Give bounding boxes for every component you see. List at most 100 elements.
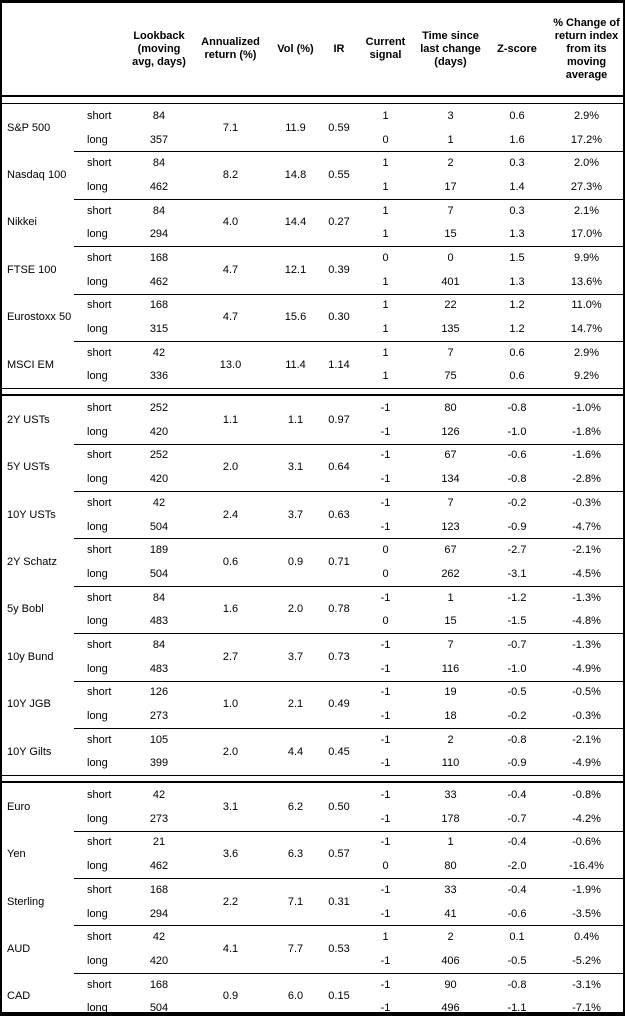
- pct-change-value-long: -4.9%: [572, 757, 601, 770]
- lookback-value-long: 336: [149, 370, 169, 383]
- signal-value-long: -1: [380, 1002, 391, 1015]
- term-label-long: long: [87, 615, 108, 628]
- zscore-value-long: -1.0: [507, 662, 527, 675]
- term-label-long: long: [87, 425, 108, 438]
- term-label-short: short: [87, 157, 112, 170]
- zscore-value-short: -0.4: [507, 883, 527, 896]
- col-header-ann-return: Annualized return (%): [201, 36, 260, 61]
- zscore-value-long: -0.5: [507, 954, 527, 967]
- ir-value: 0.73: [328, 650, 350, 663]
- signal-value-short: -1: [380, 686, 391, 699]
- signal-value-long: 1: [382, 180, 389, 193]
- pct-change-value-long: -3.5%: [572, 907, 601, 920]
- lookback-value-short: 168: [149, 978, 169, 991]
- lookback-value-short: 84: [152, 204, 166, 217]
- asset-group: FTSE 100 short long 168 462 4.7 12.1 0.3…: [2, 246, 623, 293]
- zscore-value-short: 1.5: [509, 251, 525, 264]
- vol-value: 1.1: [287, 413, 304, 426]
- annualized-return-value: 4.7: [222, 311, 239, 324]
- asset-group: S&P 500 short long 84 357 7.1 11.9 0.59 …: [2, 104, 623, 151]
- time-since-value-short: 1: [447, 591, 454, 604]
- asset-group: 2Y Schatz short long 189 504 0.6 0.9 0.7…: [2, 538, 623, 585]
- signal-value-long: -1: [380, 710, 391, 723]
- zscore-value-short: -0.6: [507, 449, 527, 462]
- zscore-value-long: -0.6: [507, 907, 527, 920]
- time-since-value-short: 2: [447, 931, 454, 944]
- zscore-value-long: -0.2: [507, 710, 527, 723]
- annualized-return-value: 1.6: [222, 603, 239, 616]
- asset-group: Nasdaq 100 short long 84 462 8.2 14.8 0.…: [2, 151, 623, 198]
- ir-value: 0.63: [328, 508, 350, 521]
- zscore-value-long: 1.3: [509, 228, 525, 241]
- vol-value: 11.9: [285, 121, 306, 134]
- vol-value: 3.1: [287, 461, 304, 474]
- pct-change-value-long: -4.8%: [572, 615, 601, 628]
- annualized-return-value: 7.1: [222, 121, 239, 134]
- vol-value: 3.7: [287, 508, 304, 521]
- ir-value: 0.53: [328, 943, 350, 956]
- vol-value: 14.8: [284, 169, 307, 182]
- time-since-value-short: 19: [444, 686, 457, 699]
- zscore-value-long: -1.0: [507, 425, 527, 438]
- pct-change-value-long: 9.2%: [573, 370, 600, 383]
- lookback-value-short: 126: [149, 686, 169, 699]
- signal-value-short: 1: [382, 931, 389, 944]
- asset-name: Sterling: [7, 895, 45, 908]
- zscore-value-short: 1.2: [509, 299, 525, 312]
- asset-name: Nasdaq 100: [7, 169, 67, 182]
- asset-name: FTSE 100: [7, 263, 57, 276]
- annualized-return-value: 2.0: [222, 461, 239, 474]
- time-since-value-short: 67: [444, 544, 457, 557]
- ir-value: 0.57: [328, 848, 350, 861]
- asset-group: 10Y USTs short long 42 504 2.4 3.7 0.63 …: [2, 491, 623, 538]
- pct-change-value-long: 13.6%: [570, 275, 603, 288]
- term-label-short: short: [87, 496, 112, 509]
- ir-value: 0.64: [328, 461, 350, 474]
- lookback-value-long: 504: [149, 520, 169, 533]
- asset-name: 10Y Gilts: [7, 745, 52, 758]
- term-label-long: long: [87, 860, 108, 873]
- pct-change-value-short: -1.3%: [572, 591, 601, 604]
- lookback-value-short: 189: [149, 544, 169, 557]
- zscore-value-long: 1.2: [509, 323, 525, 336]
- asset-group: 2Y USTs short long 252 420 1.1 1.1 0.97 …: [2, 396, 623, 443]
- lookback-value-short: 84: [152, 157, 166, 170]
- pct-change-value-short: -0.5%: [572, 686, 601, 699]
- vol-value: 3.7: [287, 650, 304, 663]
- time-since-value-long: 1: [447, 133, 454, 146]
- zscore-value-short: -0.5: [507, 686, 527, 699]
- ir-value: 0.55: [328, 169, 350, 182]
- term-label-long: long: [87, 907, 108, 920]
- pct-change-value-short: -1.6%: [572, 449, 601, 462]
- asset-group: 10y Bund short long 84 483 2.7 3.7 0.73 …: [2, 633, 623, 680]
- lookback-value-long: 315: [149, 323, 169, 336]
- col-header-zscore: Z-score: [497, 42, 537, 55]
- ir-value: 0.31: [328, 895, 350, 908]
- pct-change-value-short: 2.9%: [573, 109, 600, 122]
- term-label-long: long: [87, 228, 108, 241]
- term-label-short: short: [87, 449, 112, 462]
- term-label-long: long: [87, 710, 108, 723]
- pct-change-value-short: 0.4%: [573, 931, 600, 944]
- time-since-value-long: 135: [441, 323, 460, 336]
- signal-value-long: 1: [382, 323, 389, 336]
- time-since-value-short: 2: [447, 733, 454, 746]
- zscore-value-short: 0.3: [509, 157, 525, 170]
- vol-value: 12.1: [284, 263, 307, 276]
- time-since-value-short: 1: [447, 836, 454, 849]
- lookback-value-short: 168: [149, 299, 169, 312]
- term-label-long: long: [87, 370, 108, 383]
- time-since-value-short: 7: [447, 346, 454, 359]
- time-since-value-long: 406: [441, 954, 460, 967]
- col-header-vol: Vol (%): [277, 42, 314, 55]
- term-label-long: long: [87, 567, 108, 580]
- asset-group: 5Y USTs short long 252 420 2.0 3.1 0.64 …: [2, 443, 623, 491]
- term-label-long: long: [87, 180, 108, 193]
- time-since-value-short: 7: [447, 638, 454, 651]
- lookback-value-long: 420: [149, 473, 169, 486]
- asset-group: 10Y Gilts short long 105 399 2.0 4.4 0.4…: [2, 727, 623, 775]
- zscore-value-long: -2.0: [507, 860, 527, 873]
- ir-value: 0.45: [328, 745, 350, 758]
- vol-value: 7.1: [287, 895, 304, 908]
- annualized-return-value: 2.0: [222, 745, 239, 758]
